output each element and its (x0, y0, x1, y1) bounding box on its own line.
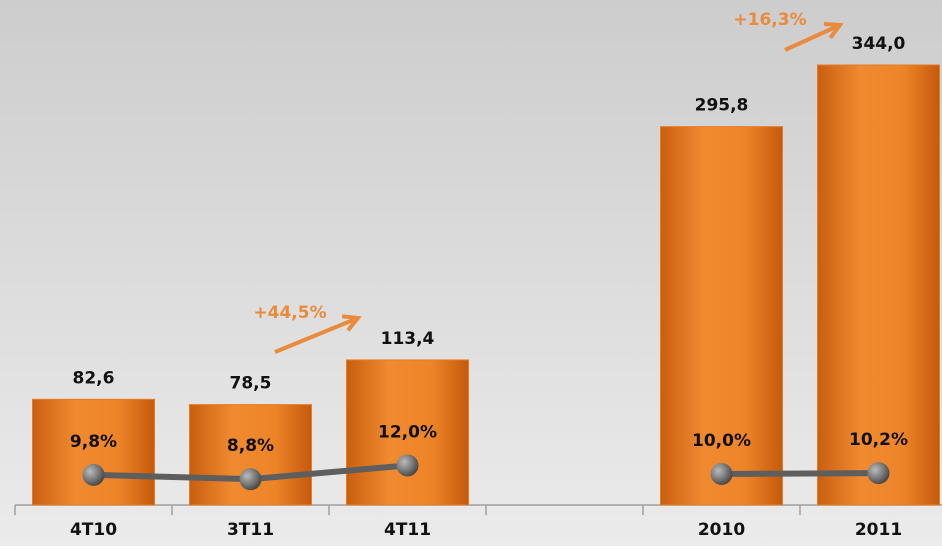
x-tick-label: 4T11 (384, 520, 431, 540)
bar (32, 398, 155, 506)
bar (660, 126, 783, 506)
margin-label: 8,8% (227, 436, 274, 456)
annotation-arrow (274, 316, 359, 354)
annotation-arrowhead (823, 21, 844, 39)
x-tick-label: 2010 (698, 520, 745, 540)
margin-point (82, 463, 105, 486)
bar-value-label: 78,5 (230, 374, 272, 394)
margin-label: 9,8% (70, 432, 117, 452)
x-tick-label: 2011 (855, 520, 902, 540)
annotation-arrow (784, 23, 841, 52)
margin-point (239, 468, 262, 491)
annotation-arrowhead (341, 314, 362, 332)
margin-label: 10,0% (692, 431, 751, 451)
margin-label: 10,2% (849, 430, 908, 450)
bar-value-label: 113,4 (381, 329, 435, 349)
x-tick-label: 4T10 (70, 520, 117, 540)
bar (817, 64, 940, 506)
x-tick-label: 3T11 (227, 520, 274, 540)
margin-label: 12,0% (378, 422, 437, 442)
bar-value-label: 344,0 (852, 34, 906, 54)
margin-point (867, 462, 890, 485)
bar-value-label: 82,6 (73, 368, 115, 388)
bar (346, 359, 469, 506)
annotation: +16,3% (733, 10, 806, 30)
margin-point (396, 454, 419, 477)
annotation: +44,5% (253, 303, 326, 323)
margin-point (710, 463, 733, 485)
bar-value-label: 295,8 (695, 96, 749, 116)
